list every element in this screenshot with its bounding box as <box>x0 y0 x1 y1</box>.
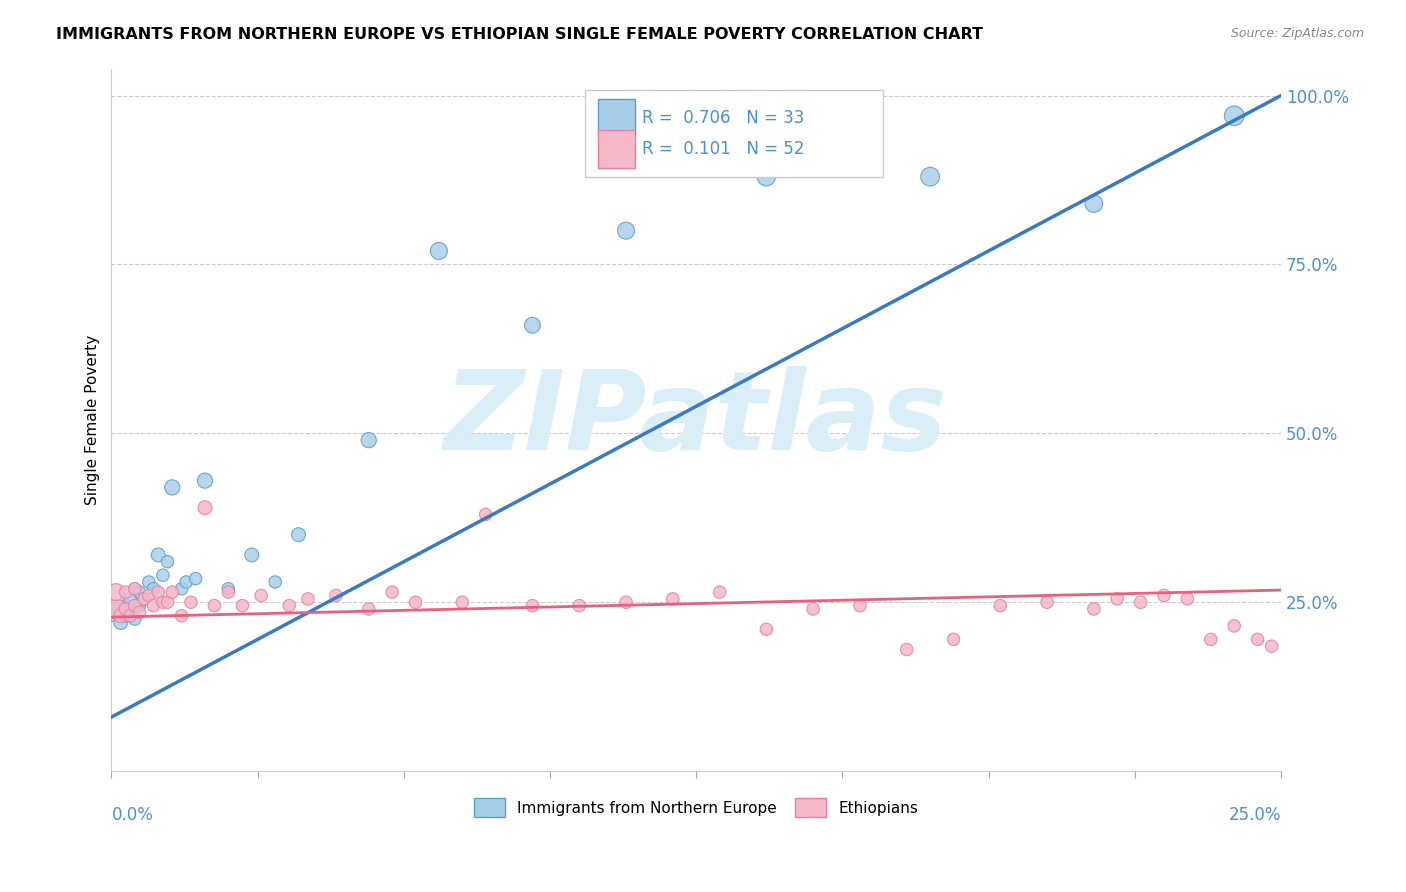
Point <box>160 480 183 494</box>
Point <box>148 548 170 562</box>
Point <box>1083 196 1105 211</box>
Point <box>194 474 217 488</box>
Point <box>128 599 150 613</box>
Point <box>1036 595 1059 609</box>
Point <box>662 591 685 606</box>
Point <box>357 433 380 447</box>
Point <box>156 555 179 569</box>
Point <box>138 574 160 589</box>
Point <box>105 585 128 599</box>
Point <box>120 608 142 623</box>
Point <box>128 585 150 599</box>
Text: ZIPatlas: ZIPatlas <box>444 367 948 474</box>
Text: 0.0%: 0.0% <box>111 806 153 824</box>
Point <box>134 591 156 606</box>
Point <box>755 169 778 184</box>
Point <box>142 582 165 596</box>
Legend: Immigrants from Northern Europe, Ethiopians: Immigrants from Northern Europe, Ethiopi… <box>468 792 924 823</box>
Point <box>1153 589 1175 603</box>
Point <box>114 585 136 599</box>
Text: R =  0.101   N = 52: R = 0.101 N = 52 <box>643 140 804 158</box>
Point <box>325 589 347 603</box>
Point <box>522 318 544 333</box>
Point <box>709 585 731 599</box>
Text: R =  0.706   N = 33: R = 0.706 N = 33 <box>643 109 804 127</box>
Point <box>217 582 239 596</box>
Point <box>124 582 146 596</box>
Point <box>801 602 824 616</box>
Point <box>287 527 309 541</box>
Point <box>114 602 136 616</box>
Point <box>174 574 197 589</box>
Point <box>896 642 918 657</box>
Point <box>1260 639 1282 653</box>
Text: 25.0%: 25.0% <box>1229 806 1281 824</box>
Point <box>160 585 183 599</box>
Point <box>142 599 165 613</box>
Point <box>148 585 170 599</box>
Point <box>194 500 217 515</box>
Point <box>128 606 150 620</box>
Point <box>138 589 160 603</box>
Point <box>988 599 1011 613</box>
Text: IMMIGRANTS FROM NORTHERN EUROPE VS ETHIOPIAN SINGLE FEMALE POVERTY CORRELATION C: IMMIGRANTS FROM NORTHERN EUROPE VS ETHIO… <box>56 27 983 42</box>
Y-axis label: Single Female Poverty: Single Female Poverty <box>86 334 100 505</box>
Point <box>156 595 179 609</box>
Point <box>114 599 136 613</box>
Point <box>110 608 132 623</box>
Point <box>1129 595 1152 609</box>
Point <box>1083 602 1105 616</box>
Point <box>1246 632 1268 647</box>
Point <box>849 599 872 613</box>
Point <box>1199 632 1222 647</box>
Point <box>134 591 156 606</box>
Point <box>920 169 942 184</box>
Point <box>180 595 202 609</box>
Point <box>105 606 128 620</box>
Text: Source: ZipAtlas.com: Source: ZipAtlas.com <box>1230 27 1364 40</box>
Point <box>105 602 128 616</box>
Point <box>250 589 273 603</box>
Point <box>1107 591 1129 606</box>
Point <box>1223 109 1246 123</box>
Point <box>755 622 778 636</box>
Point <box>170 608 193 623</box>
Point <box>451 595 474 609</box>
Point <box>231 599 253 613</box>
Point <box>184 572 207 586</box>
Point <box>1223 619 1246 633</box>
Point <box>297 591 319 606</box>
Point <box>405 595 427 609</box>
FancyBboxPatch shape <box>598 99 636 136</box>
Point <box>264 574 287 589</box>
Point <box>152 595 174 609</box>
FancyBboxPatch shape <box>585 89 883 178</box>
Point <box>110 615 132 630</box>
Point <box>278 599 301 613</box>
Point <box>942 632 965 647</box>
Point <box>427 244 450 258</box>
Point <box>568 599 591 613</box>
Point <box>1177 591 1199 606</box>
Point <box>202 599 225 613</box>
Point <box>152 568 174 582</box>
Point <box>240 548 263 562</box>
Point <box>124 612 146 626</box>
Point <box>614 224 637 238</box>
Point <box>217 585 239 599</box>
Point <box>522 599 544 613</box>
Point <box>474 508 496 522</box>
Point <box>381 585 404 599</box>
Point <box>120 602 142 616</box>
Point <box>170 582 193 596</box>
Point <box>124 582 146 596</box>
Point <box>357 602 380 616</box>
Point <box>120 591 142 606</box>
FancyBboxPatch shape <box>598 130 636 169</box>
Point <box>124 599 146 613</box>
Point <box>114 608 136 623</box>
Point <box>614 595 637 609</box>
